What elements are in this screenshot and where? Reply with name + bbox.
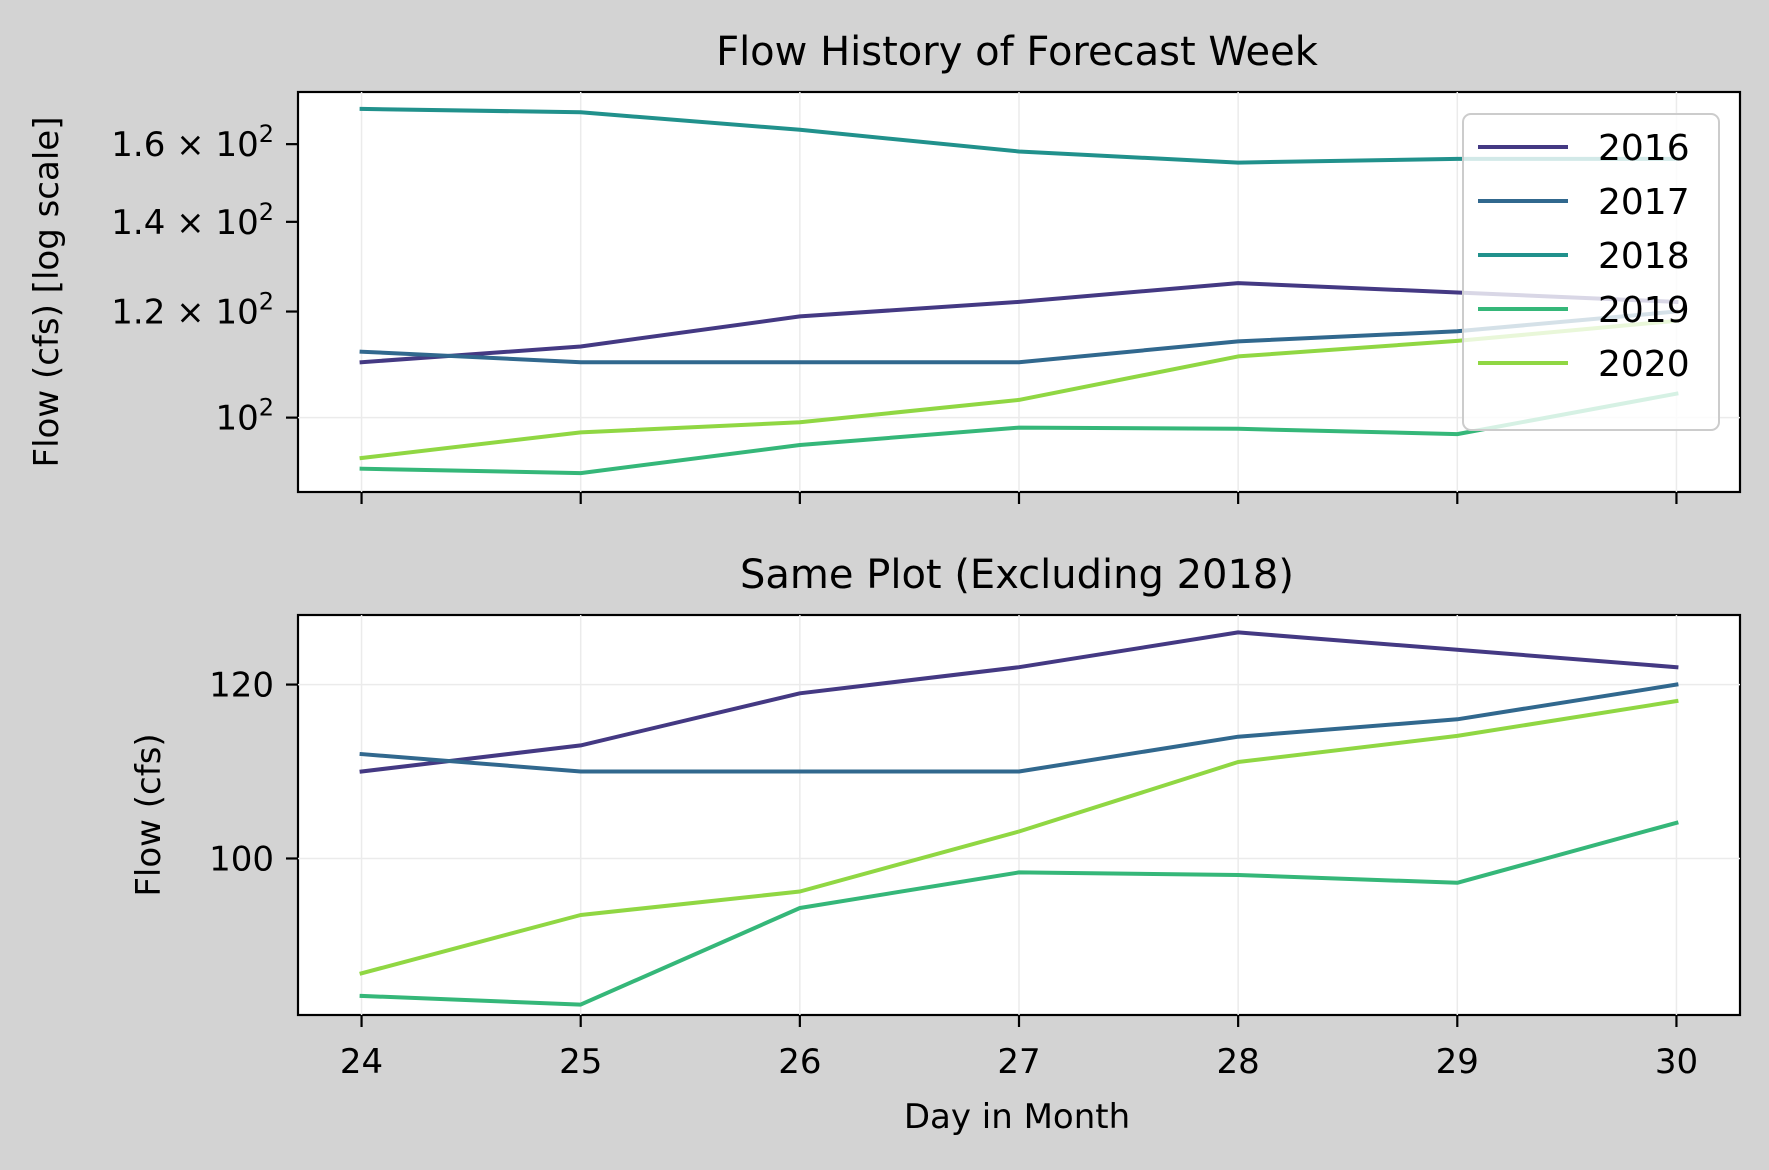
bottom-x-ticks: 24 25 26 27 28 29 30 (340, 1015, 1698, 1082)
top-x-ticks (360, 492, 1678, 504)
bottom-x-tick-label: 30 (1655, 1042, 1698, 1082)
top-y-tick-label: 1.4 × 102 (111, 198, 274, 243)
bottom-x-tick-label: 25 (559, 1042, 602, 1082)
bottom-gridlines (298, 615, 1740, 1015)
legend: 2016 2017 2018 2019 2020 (1462, 113, 1720, 431)
bottom-series-line-2016 (359, 630, 1679, 774)
bottom-series-lines (359, 630, 1679, 1007)
x-axis-label: Day in Month (904, 1097, 1130, 1137)
bottom-y-tick-label: 120 (209, 666, 274, 706)
series-line-2016 (359, 281, 1679, 365)
legend-label-2016: 2016 (1598, 128, 1690, 169)
top-y-tick-label: 1.6 × 102 (111, 120, 274, 165)
bottom-subplot: Same Plot (Excluding 2018) 100 120 24 25 26… (129, 552, 1742, 1137)
legend-label-2019: 2019 (1598, 290, 1690, 331)
legend-label-2017: 2017 (1598, 182, 1690, 223)
legend-label-2018: 2018 (1598, 236, 1690, 277)
legend-box (1462, 113, 1720, 431)
bottom-y-ticks: 100 120 (209, 666, 298, 879)
bottom-x-tick-label: 27 (997, 1042, 1040, 1082)
bottom-x-tick-label: 26 (778, 1042, 821, 1082)
legend-label-2020: 2020 (1598, 344, 1690, 385)
bottom-series-line-2020 (359, 698, 1679, 976)
series-line-2017 (359, 309, 1679, 365)
top-y-ticks: 102 1.2 × 102 1.4 × 102 1.6 × 102 (111, 120, 298, 439)
top-subplot: Flow History of Forecast Week 102 1.2 × 1… (27, 29, 1742, 504)
bottom-x-tick-label: 29 (1436, 1042, 1479, 1082)
bottom-series-line-2019 (359, 820, 1679, 1007)
top-y-tick-label: 102 (215, 394, 274, 439)
bottom-x-tick-label: 24 (340, 1042, 383, 1082)
bottom-y-axis-label: Flow (cfs) (129, 733, 169, 896)
series-line-2018 (359, 106, 1679, 165)
series-line-2020 (359, 318, 1679, 461)
bottom-chart-title: Same Plot (Excluding 2018) (740, 552, 1294, 598)
bottom-y-tick-label: 100 (209, 839, 274, 879)
bottom-series-line-2017 (359, 682, 1679, 774)
top-series-lines (359, 106, 1679, 476)
top-y-tick-label: 1.2 × 102 (111, 288, 274, 333)
top-y-axis-label: Flow (cfs) [log scale] (27, 117, 67, 468)
bottom-x-tick-label: 28 (1217, 1042, 1260, 1082)
series-line-2019 (359, 391, 1679, 476)
top-chart-title: Flow History of Forecast Week (716, 29, 1319, 75)
